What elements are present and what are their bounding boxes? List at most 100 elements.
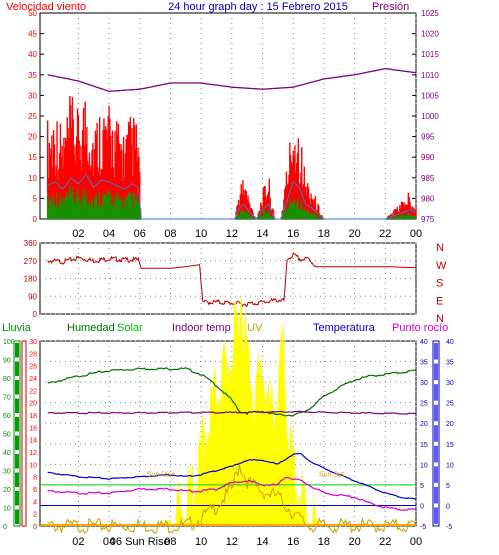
pressure-axis-tick: 1025 [421, 9, 439, 18]
chart-title: 24 hour graph day : 15 Febrero 2015 [168, 1, 348, 13]
temp-axis-tick: 25 [420, 401, 428, 408]
pressure-axis-tick: 1010 [421, 71, 439, 80]
hour-tick: 20 [348, 228, 360, 240]
temp-scale-segment [434, 404, 438, 422]
humidity-scale-segment [15, 361, 19, 376]
humidity-axis-tick: 50 [3, 432, 11, 439]
hour-tick: 18 [318, 536, 330, 548]
hour-tick: 04 [103, 536, 115, 548]
temp-scale-segment [434, 425, 438, 442]
panel3-plot: Sun Rise Sun Set [40, 292, 417, 535]
wind-axis-tick: 0 [33, 215, 38, 224]
compass-label: W [436, 260, 447, 272]
temp-scale-segment [434, 507, 438, 524]
temp-outer-axis-tick: 20 [446, 421, 454, 428]
rain-axis-tick: 6 [33, 487, 37, 494]
hour-tick: 22 [379, 228, 391, 240]
hour-tick: 20 [348, 536, 360, 548]
sun-rise-label: Sun Rise [147, 472, 176, 479]
humidity-axis-tick: 0 [3, 524, 7, 531]
pressure-axis-tick: 1020 [421, 30, 439, 39]
humidity-scale-segment [15, 398, 19, 413]
humidity-axis-tick: 70 [3, 395, 11, 402]
hour-tick: 02 [72, 536, 84, 548]
temp-axis-tick: 35 [420, 360, 428, 367]
temp-axis-tick: 40 [420, 339, 428, 346]
temp-scale-segment [434, 445, 438, 463]
hour-tick: 12 [226, 536, 238, 548]
hour-tick: 10 [195, 228, 207, 240]
direction-axis-tick: 360 [24, 239, 38, 248]
temp-scale-segment [434, 466, 438, 483]
hour-tick: 22 [379, 536, 391, 548]
sun-set-label: Sun Set [319, 472, 344, 479]
temp-axis-tick: 20 [420, 421, 428, 428]
compass-label: N [436, 242, 444, 254]
direction-axis-tick: 90 [28, 292, 37, 301]
humidity-label: Humedad [67, 322, 115, 334]
panel1-plot [46, 67, 417, 220]
wind-axis-tick: 10 [28, 174, 37, 183]
temp-axis-tick: 10 [420, 462, 428, 469]
solar-area [47, 292, 417, 526]
pressure-line [47, 67, 417, 92]
panel3-ticks: 1009080706050403020100302826242220181614… [3, 339, 454, 548]
rain-axis-tick: 10 [29, 462, 37, 469]
wind-axis-tick: 5 [33, 194, 38, 203]
hour-tick: 06 Sun Rise [110, 536, 170, 548]
hour-tick: 10 [195, 536, 207, 548]
rain-axis-tick: 4 [33, 499, 37, 506]
temp-outer-axis-tick: 15 [446, 442, 454, 449]
rain-axis-tick: 2 [33, 512, 37, 519]
humidity-axis-tick: 100 [3, 339, 15, 346]
temp-outer-axis-tick: 35 [446, 360, 454, 367]
pressure-axis-tick: 980 [421, 194, 435, 203]
compass-label: S [436, 278, 443, 290]
hour-tick: 16 [287, 536, 299, 548]
hour-tick: 04 [103, 228, 115, 240]
humidity-scale-segment [15, 472, 19, 487]
wind-direction-line [47, 252, 417, 308]
wind-average-line [47, 173, 416, 220]
humidity-scale-segment [15, 454, 19, 469]
rain-baseline [41, 524, 415, 526]
panel2-frame [39, 242, 417, 315]
temp-outer-axis-tick: 10 [446, 462, 454, 469]
pressure-label: Presión [372, 1, 409, 13]
rain-axis-tick: 20 [29, 401, 37, 408]
temp-scale-segment [434, 343, 438, 360]
pressure-axis-tick: 990 [421, 153, 435, 162]
hour-tick: 06 [134, 228, 146, 240]
direction-axis-tick: 270 [24, 257, 38, 266]
humidity-axis-tick: 20 [3, 487, 11, 494]
hour-tick: 14 [256, 228, 268, 240]
rain-axis-tick: 22 [29, 388, 37, 395]
humidity-axis-tick: 90 [3, 358, 11, 365]
panel2-plot [47, 252, 417, 308]
dewpoint-line [47, 476, 417, 511]
indoor-temp-line [47, 410, 417, 415]
rain-scale-bar [21, 340, 27, 527]
pressure-axis-tick: 985 [421, 174, 435, 183]
temp-outer-axis-tick: 5 [446, 483, 450, 490]
panel1-grid [40, 12, 417, 220]
wind-axis-tick: 25 [28, 112, 37, 121]
wind-axis-tick: 35 [28, 71, 37, 80]
solar-label: Solar [117, 322, 143, 334]
temp-scale-segment [434, 384, 438, 401]
rain-axis-tick: 30 [29, 339, 37, 346]
uv-line [47, 464, 417, 535]
rain-label: Lluvia [2, 322, 32, 334]
temp-axis-tick: -5 [420, 524, 426, 531]
temp-axis-tick: 5 [420, 483, 424, 490]
humidity-axis-tick: 80 [3, 376, 11, 383]
wind-axis-tick: 15 [28, 153, 37, 162]
pressure-axis-tick: 1015 [421, 50, 439, 59]
pressure-axis-tick: 1000 [421, 112, 439, 121]
uv-label: UV [247, 322, 263, 334]
temp-outer-axis-tick: -5 [446, 524, 452, 531]
humidity-axis-tick: 60 [3, 413, 11, 420]
wind-axis-tick: 50 [28, 9, 37, 18]
